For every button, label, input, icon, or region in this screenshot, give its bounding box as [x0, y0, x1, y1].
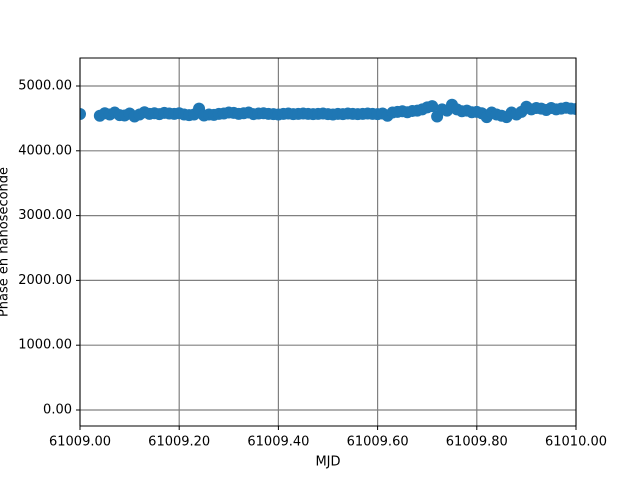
- y-tick-label: 3000.00: [18, 208, 72, 223]
- y-tick-label: 5000.00: [18, 78, 72, 93]
- plot-frame: [79, 57, 577, 427]
- x-axis-label: MJD: [315, 455, 340, 470]
- x-tick-label: 61009.60: [347, 435, 409, 450]
- point: [426, 100, 439, 113]
- point: [570, 102, 576, 115]
- x-tick-label: 61009.00: [49, 435, 111, 450]
- y-tick-label: 1000.00: [18, 338, 72, 353]
- point: [80, 107, 86, 120]
- x-tick-label: 61010.00: [545, 435, 607, 450]
- x-tick-label: 61009.20: [148, 435, 210, 450]
- y-axis-label: Phase en nanoseconde: [0, 167, 12, 317]
- x-tick-label: 61009.40: [247, 435, 309, 450]
- y-tick-label: 0.00: [43, 402, 72, 417]
- x-tick-label: 61009.80: [446, 435, 508, 450]
- y-tick-label: 2000.00: [18, 273, 72, 288]
- y-tick-label: 4000.00: [18, 143, 72, 158]
